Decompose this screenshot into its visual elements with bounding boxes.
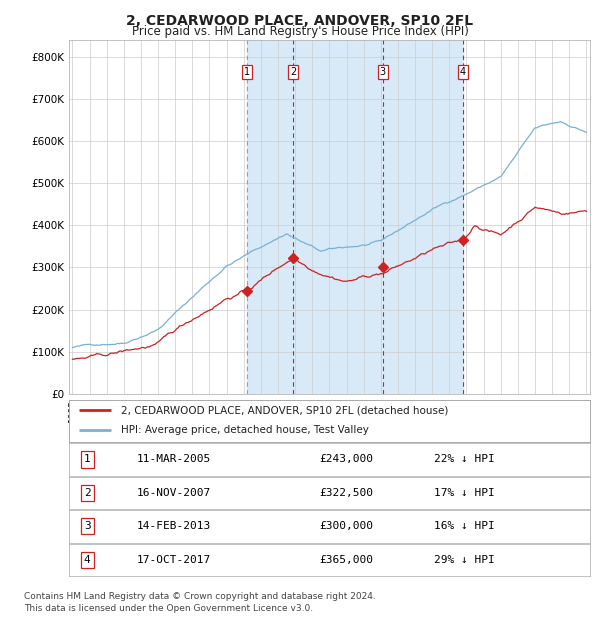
Text: HPI: Average price, detached house, Test Valley: HPI: Average price, detached house, Test… [121, 425, 369, 435]
Text: 2: 2 [290, 67, 296, 77]
Text: 17% ↓ HPI: 17% ↓ HPI [434, 488, 494, 498]
Text: £300,000: £300,000 [319, 521, 373, 531]
Text: 14-FEB-2013: 14-FEB-2013 [137, 521, 211, 531]
Text: £243,000: £243,000 [319, 454, 373, 464]
Text: £322,500: £322,500 [319, 488, 373, 498]
Text: 22% ↓ HPI: 22% ↓ HPI [434, 454, 494, 464]
Text: Price paid vs. HM Land Registry's House Price Index (HPI): Price paid vs. HM Land Registry's House … [131, 25, 469, 38]
Text: This data is licensed under the Open Government Licence v3.0.: This data is licensed under the Open Gov… [24, 603, 313, 613]
Text: 1: 1 [244, 67, 250, 77]
Text: 4: 4 [460, 67, 466, 77]
Text: 1: 1 [84, 454, 91, 464]
Bar [247, 40, 463, 394]
Text: 2: 2 [84, 488, 91, 498]
Text: 3: 3 [380, 67, 386, 77]
Text: Contains HM Land Registry data © Crown copyright and database right 2024.: Contains HM Land Registry data © Crown c… [24, 592, 376, 601]
Text: £365,000: £365,000 [319, 555, 373, 565]
Text: 16% ↓ HPI: 16% ↓ HPI [434, 521, 494, 531]
Text: 16-NOV-2007: 16-NOV-2007 [137, 488, 211, 498]
Text: 29% ↓ HPI: 29% ↓ HPI [434, 555, 494, 565]
Text: 17-OCT-2017: 17-OCT-2017 [137, 555, 211, 565]
Text: 4: 4 [84, 555, 91, 565]
Text: 11-MAR-2005: 11-MAR-2005 [137, 454, 211, 464]
Text: 2, CEDARWOOD PLACE, ANDOVER, SP10 2FL (detached house): 2, CEDARWOOD PLACE, ANDOVER, SP10 2FL (d… [121, 405, 448, 415]
Text: 3: 3 [84, 521, 91, 531]
Text: 2, CEDARWOOD PLACE, ANDOVER, SP10 2FL: 2, CEDARWOOD PLACE, ANDOVER, SP10 2FL [127, 14, 473, 28]
